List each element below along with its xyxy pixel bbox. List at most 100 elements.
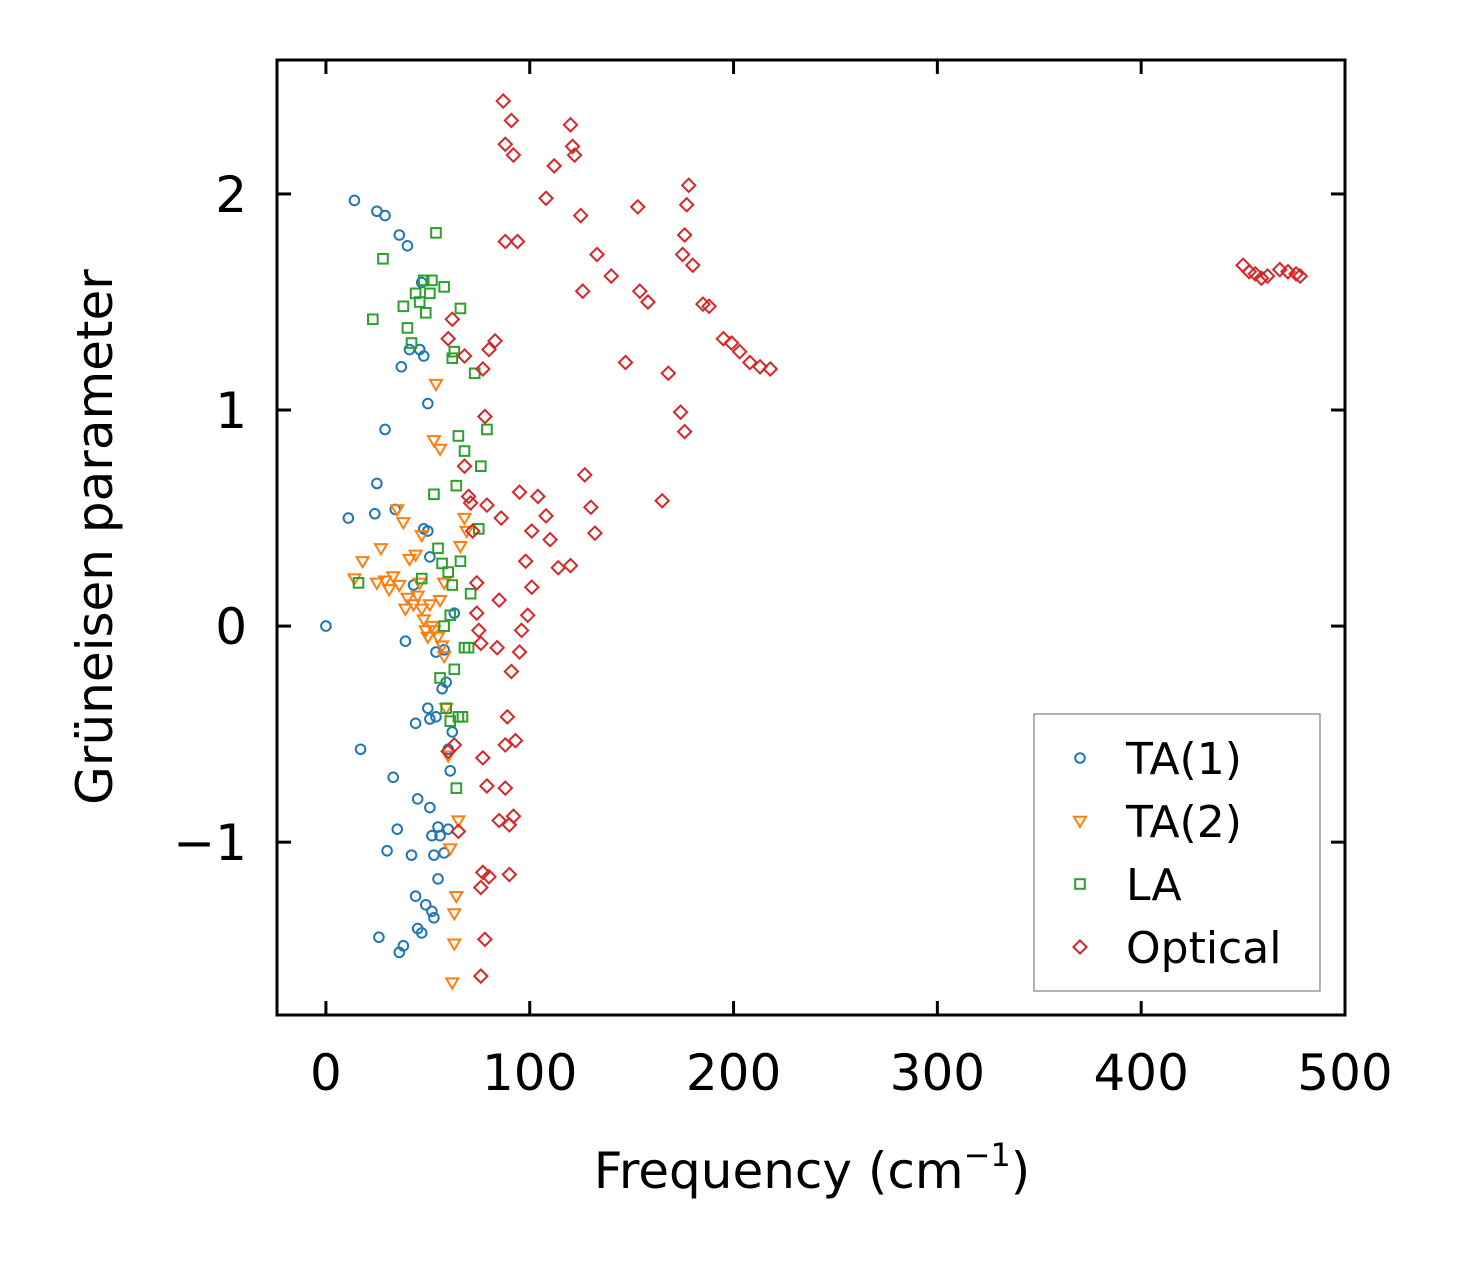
point-ta-2: [389, 504, 406, 518]
point-la: [430, 227, 442, 239]
point-optical: [654, 492, 671, 509]
y-tick-label: −1: [173, 814, 247, 872]
point-optical: [631, 283, 648, 300]
point-ta-1: [381, 844, 393, 857]
point-ta-2: [369, 577, 385, 591]
point-ta-2: [428, 378, 444, 393]
point-ta-1: [379, 209, 391, 222]
point-optical: [538, 507, 555, 524]
point-ta-1: [428, 911, 440, 924]
point-optical: [499, 708, 516, 725]
point-la: [417, 274, 430, 287]
point-optical: [617, 354, 634, 371]
point-ta-1: [432, 873, 444, 885]
point-la: [426, 274, 438, 287]
point-optical: [572, 207, 589, 224]
point-ta-2: [395, 517, 412, 531]
point-ta-1: [434, 829, 446, 842]
y-tick-label: 0: [215, 598, 247, 656]
point-optical: [476, 931, 493, 948]
point-ta-2: [401, 553, 418, 568]
point-la: [456, 711, 469, 723]
point-la: [377, 252, 389, 265]
point-optical: [513, 622, 530, 639]
point-ta-2: [430, 631, 446, 645]
point-optical: [470, 622, 487, 639]
point-optical: [462, 494, 479, 511]
point-optical: [723, 335, 740, 352]
x-tick-label: 0: [310, 1044, 342, 1102]
point-ta-2: [452, 540, 469, 555]
point-optical: [491, 812, 508, 829]
point-optical: [472, 635, 489, 652]
point-optical: [493, 510, 510, 527]
point-optical: [741, 354, 758, 371]
point-la: [438, 281, 450, 293]
point-ta-1: [379, 423, 391, 436]
point-optical: [674, 246, 691, 263]
point-ta-1: [354, 743, 367, 756]
point-optical: [456, 347, 473, 365]
point-ta-1: [348, 194, 361, 207]
point-la: [424, 287, 436, 300]
point-la: [450, 479, 463, 492]
point-ta-1: [411, 793, 424, 805]
point-la: [464, 587, 477, 600]
point-optical: [529, 488, 546, 505]
point-optical: [574, 283, 591, 300]
point-ta-2: [432, 594, 448, 609]
point-ta-1: [395, 361, 408, 373]
point-optical: [487, 332, 504, 349]
point-optical: [680, 177, 697, 194]
y-tick-label: 2: [215, 166, 247, 224]
point-ta-2: [354, 556, 371, 570]
point-optical: [497, 233, 514, 250]
point-optical: [474, 360, 491, 377]
legend-label-ta-1: TA(1): [1125, 734, 1242, 785]
point-ta-1: [393, 229, 406, 241]
point-ta-2: [446, 908, 463, 922]
point-optical: [440, 330, 457, 347]
x-axis-title-superscript: −1: [964, 1136, 1011, 1174]
point-la: [366, 313, 379, 326]
point-optical: [509, 233, 526, 250]
point-ta-2: [385, 571, 401, 585]
point-la: [442, 566, 455, 578]
legend: TA(1) TA(2) LA Optical: [1033, 713, 1321, 992]
point-la: [436, 557, 448, 570]
point-la: [401, 322, 414, 334]
point-optical: [542, 531, 559, 548]
point-la: [432, 542, 444, 555]
point-la: [434, 672, 446, 684]
point-optical: [1292, 268, 1309, 285]
point-optical: [480, 868, 497, 885]
point-ta-2: [436, 651, 452, 665]
point-optical: [497, 780, 514, 797]
x-axis-title: Frequency (cm−1): [594, 1136, 1031, 1200]
point-optical: [505, 147, 522, 164]
point-optical: [576, 466, 593, 483]
point-optical: [676, 226, 693, 244]
point-ta-2: [346, 573, 363, 587]
point-optical: [672, 404, 689, 421]
point-la: [405, 337, 418, 349]
point-optical: [472, 968, 489, 985]
point-ta-1: [401, 240, 414, 252]
point-optical: [497, 736, 514, 753]
point-ta-1: [371, 477, 383, 490]
point-ta-1: [373, 931, 385, 944]
point-optical: [1279, 263, 1296, 280]
x-tick-label: 200: [686, 1044, 781, 1102]
legend-marker-ta-2: [1072, 815, 1088, 829]
y-axis-title: Grüneisen parameter: [66, 269, 124, 805]
point-ta-2: [373, 543, 389, 557]
point-optical: [694, 296, 711, 313]
point-ta-1: [399, 635, 412, 648]
point-la: [446, 579, 459, 591]
point-optical: [701, 298, 718, 315]
point-la: [352, 577, 365, 589]
data-points: [320, 93, 1309, 991]
point-optical: [497, 136, 514, 153]
x-tick-label: 500: [1297, 1044, 1392, 1102]
axis-ticks: 0 100 200 300 400 500 −1 0 1 2: [173, 60, 1393, 1102]
